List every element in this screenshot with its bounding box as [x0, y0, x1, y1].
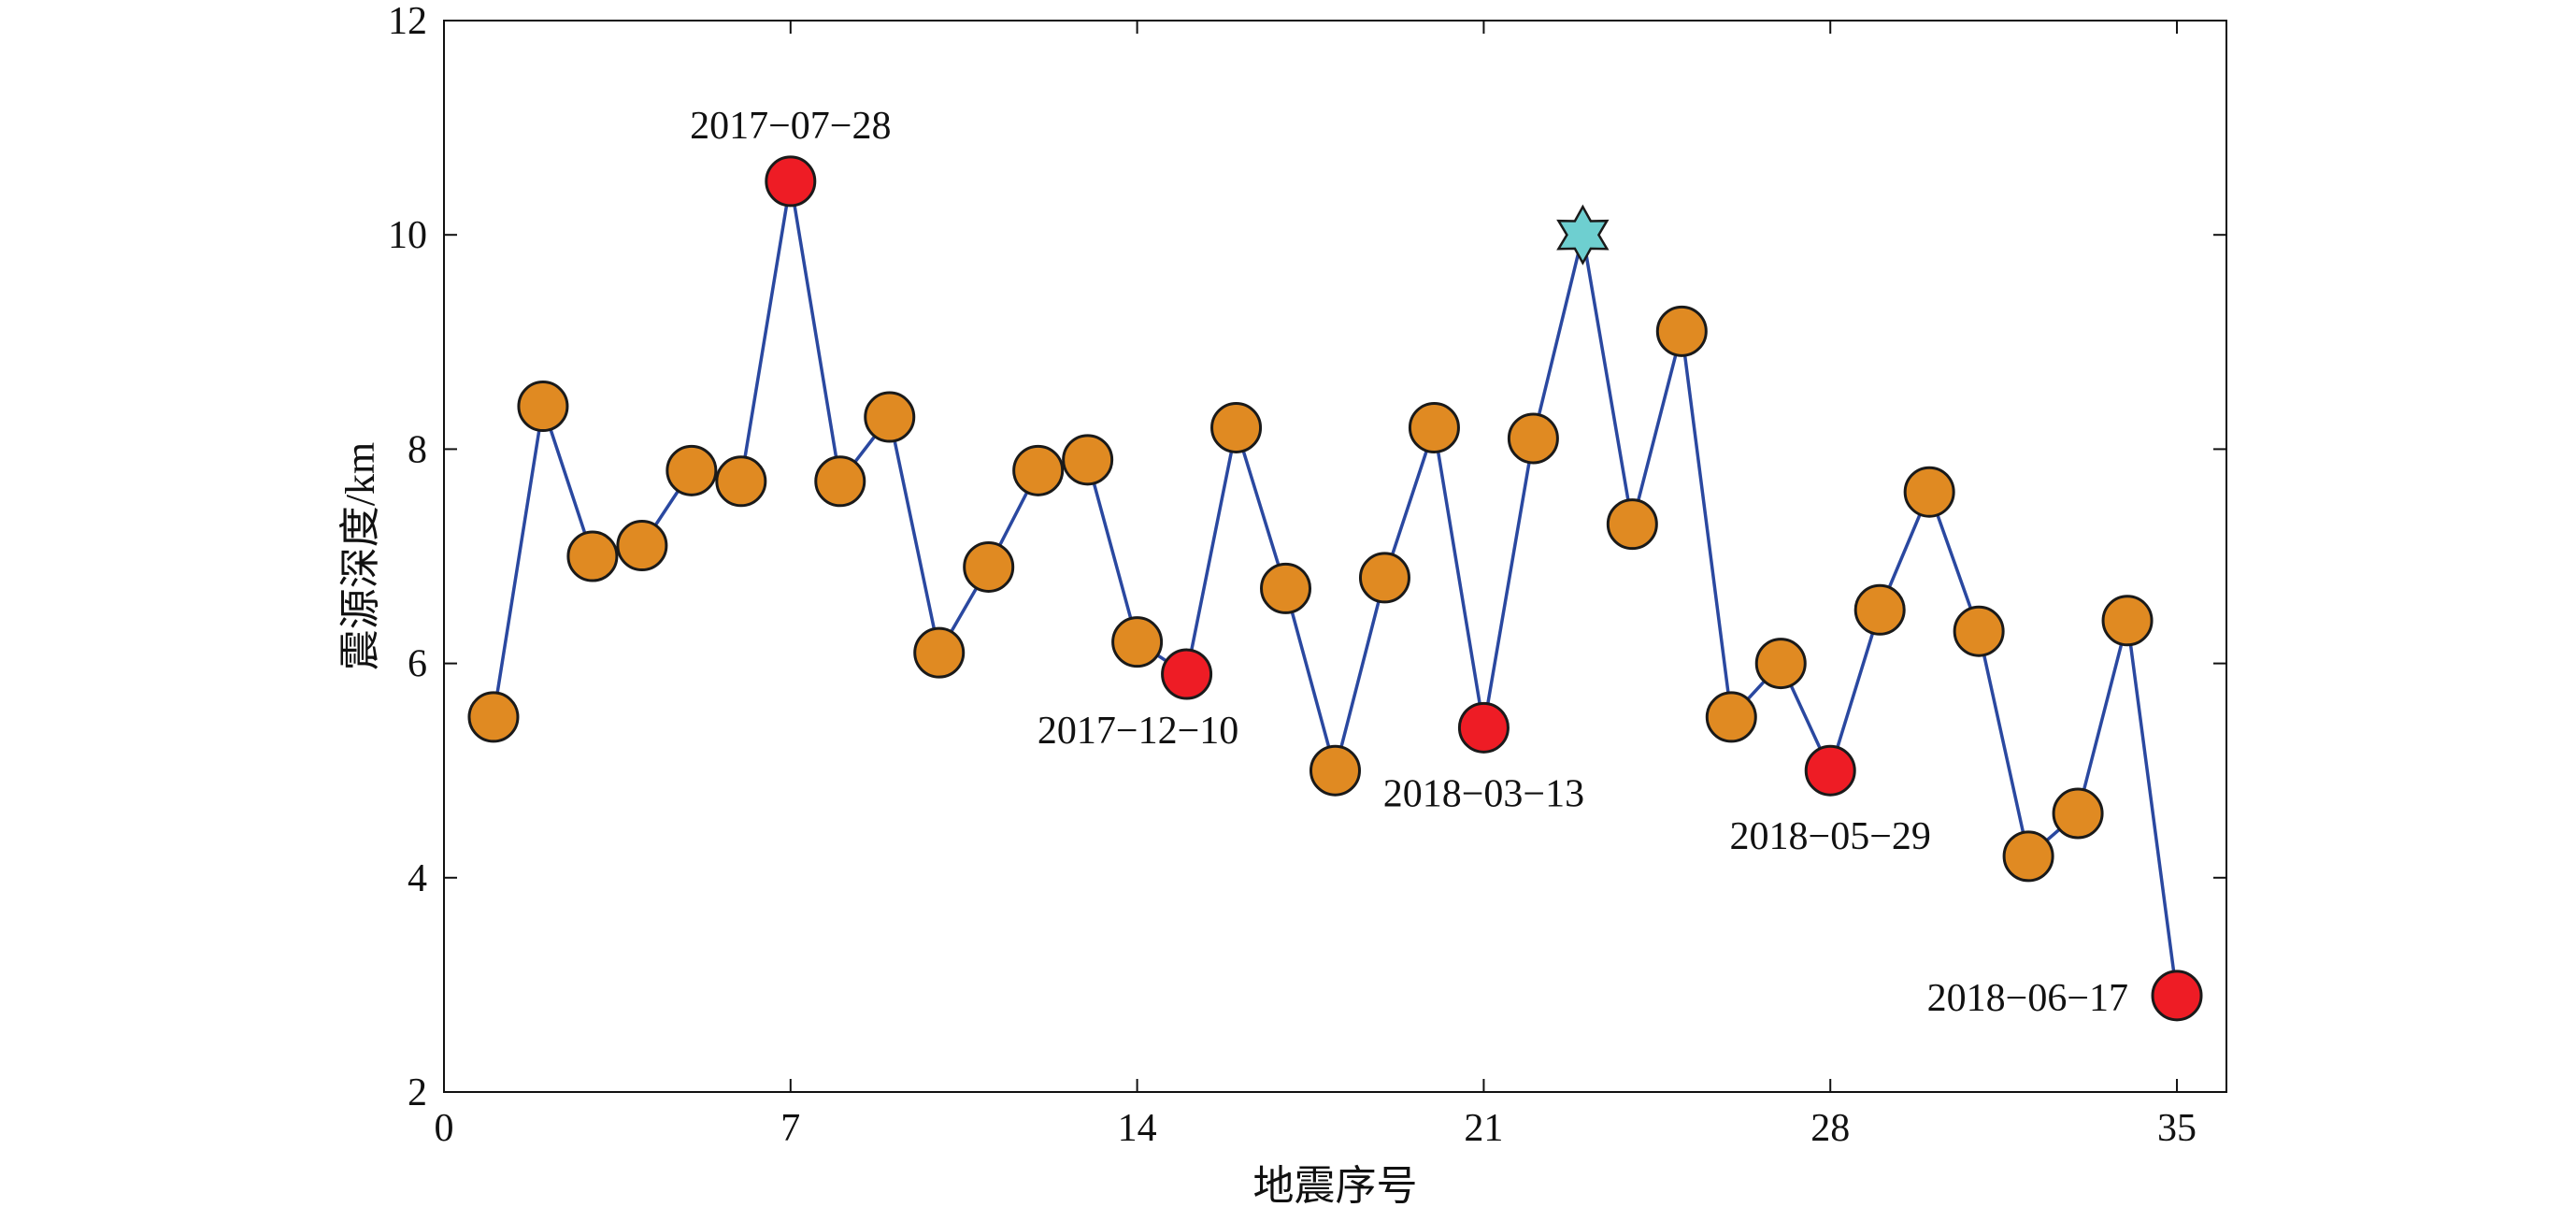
data-point	[1754, 638, 1807, 690]
data-point	[1111, 616, 1164, 668]
plot-frame	[443, 20, 2227, 1093]
highlight-point	[1804, 744, 1856, 797]
data-point	[467, 691, 520, 743]
date-annotation: 2018−06−17	[1927, 977, 2128, 1020]
data-point	[715, 455, 767, 508]
date-annotation: 2017−12−10	[1038, 710, 1238, 753]
highlight-point	[1161, 648, 1213, 700]
data-point	[517, 381, 569, 433]
highlight-point	[2151, 970, 2203, 1022]
y-tick-label: 6	[408, 643, 427, 686]
x-axis-title: 地震序号	[1253, 1163, 1418, 1207]
data-point	[1507, 412, 1559, 465]
data-point	[1210, 401, 1263, 453]
x-tick-label: 28	[1810, 1107, 1850, 1150]
data-point	[616, 520, 668, 572]
y-tick-label: 10	[388, 214, 427, 257]
y-tick-label: 2	[408, 1071, 427, 1114]
x-tick-label: 35	[2157, 1107, 2197, 1150]
data-point	[2052, 787, 2104, 840]
date-annotation: 2018−05−29	[1730, 815, 1931, 858]
y-tick-label: 8	[408, 428, 427, 471]
marker-layer	[467, 155, 2203, 1022]
data-point	[1012, 444, 1065, 496]
data-point	[913, 626, 966, 679]
data-point	[566, 530, 619, 582]
data-point	[1408, 401, 1460, 453]
data-point	[1062, 434, 1114, 486]
highlight-point	[765, 155, 817, 208]
x-tick-label: 14	[1118, 1107, 1157, 1150]
data-point	[1953, 605, 2005, 657]
y-axis-title: 震源深度/km	[337, 442, 383, 670]
data-point	[963, 540, 1015, 593]
star-marker	[1556, 204, 1610, 266]
date-annotation: 2017−07−28	[690, 105, 891, 148]
x-tick-label: 7	[780, 1107, 800, 1150]
data-point	[814, 455, 866, 508]
data-point	[1260, 562, 1312, 614]
data-point	[1309, 744, 1361, 797]
data-point	[1705, 691, 1757, 743]
data-point	[2101, 595, 2154, 647]
data-point	[864, 391, 916, 443]
data-point	[2002, 830, 2054, 883]
date-annotation: 2018−03−13	[1383, 772, 1584, 815]
x-tick-label: 0	[435, 1107, 454, 1150]
x-tick-label: 21	[1464, 1107, 1503, 1150]
data-point	[1853, 583, 1906, 636]
highlight-point	[1457, 701, 1510, 754]
data-point	[1655, 305, 1708, 357]
data-point	[1358, 552, 1410, 604]
data-point	[1903, 466, 1955, 518]
annotation-layer: 2017−07−28 2017−12−10 2018−03−13 2018−05−29…	[690, 105, 2128, 1020]
data-point	[1606, 498, 1658, 551]
y-tick-label: 12	[388, 0, 427, 43]
y-tick-label: 4	[408, 857, 427, 900]
data-point	[665, 444, 718, 496]
axis-layer: 0 7 14 21 28 35 2 4 6 8 10 12	[388, 0, 2227, 1150]
